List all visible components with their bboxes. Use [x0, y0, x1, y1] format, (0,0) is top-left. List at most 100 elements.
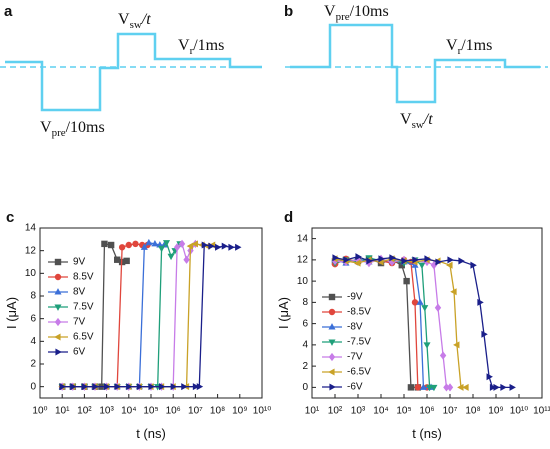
data-point: [401, 257, 408, 265]
data-point: [191, 240, 198, 248]
x-tick-label: 10¹: [305, 406, 320, 417]
legend-marker: [328, 323, 336, 330]
data-point: [181, 383, 188, 391]
data-point: [158, 245, 166, 253]
legend-label: -6V: [347, 382, 363, 393]
x-tick-label: 10¹⁰: [253, 406, 271, 417]
legend-label: 8V: [73, 287, 86, 298]
pulse-waveform: [5, 32, 262, 112]
x-tick-label: 10¹¹: [533, 406, 550, 417]
y-tick-label: 0: [30, 381, 36, 392]
legend-label: -7V: [347, 352, 363, 363]
legend-label: 7V: [73, 317, 86, 328]
data-point: [457, 383, 464, 391]
legend-marker: [329, 383, 336, 391]
data-point: [170, 383, 178, 391]
data-point: [446, 261, 453, 269]
x-tick-label: 10³: [99, 406, 114, 417]
data-point: [101, 240, 108, 248]
data-point: [145, 238, 153, 246]
x-tick-label: 10⁹: [232, 406, 247, 417]
data-point: [439, 351, 447, 360]
x-tick-label: 10²: [77, 406, 92, 417]
data-point: [481, 330, 488, 338]
data-point: [167, 253, 175, 261]
data-point: [407, 384, 415, 391]
data-point: [500, 383, 507, 391]
data-point: [403, 277, 410, 285]
series-line: [62, 244, 238, 388]
y-tick-label: 10: [297, 276, 309, 287]
data-point: [450, 288, 457, 296]
legend-marker: [328, 308, 336, 316]
data-point: [354, 259, 361, 267]
data-point: [332, 254, 339, 262]
data-point: [235, 243, 242, 251]
legend-label: -8.5V: [347, 307, 371, 318]
y-tick-label: 6: [302, 318, 308, 329]
panel-label: a: [4, 3, 13, 20]
data-point: [419, 383, 427, 390]
data-point: [430, 261, 438, 270]
data-point: [354, 255, 362, 265]
data-point: [192, 383, 200, 391]
plot-frame: [39, 227, 263, 399]
data-point: [140, 243, 148, 250]
y-tick-label: 8: [30, 291, 36, 302]
data-point: [123, 257, 130, 265]
legend-label: 6.5V: [73, 332, 94, 343]
legend-marker: [54, 304, 62, 311]
x-tick-label: 10²: [328, 406, 343, 417]
data-point: [59, 383, 67, 391]
y-tick-label: 14: [297, 233, 309, 244]
legend-label: -6.5V: [347, 367, 371, 378]
legend-marker: [328, 293, 336, 301]
data-point: [453, 341, 460, 349]
legend-label: 7.5V: [73, 302, 94, 313]
data-point: [412, 256, 419, 264]
data-point: [414, 384, 422, 391]
legend-marker: [54, 288, 62, 295]
data-point: [104, 383, 111, 391]
x-tick-label: 10¹: [55, 406, 70, 417]
data-point: [208, 242, 215, 250]
data-point: [113, 256, 121, 263]
legend-label: -8V: [347, 322, 363, 333]
y-axis-label: I (μA): [276, 297, 291, 329]
legend-label: 8.5V: [73, 272, 94, 283]
x-tick-label: 10⁴: [121, 406, 136, 417]
data-point: [378, 255, 385, 263]
legend-marker: [55, 348, 62, 356]
x-tick-label: 10⁰: [32, 406, 47, 417]
data-point: [355, 253, 362, 261]
data-point: [331, 256, 339, 266]
data-point: [132, 240, 139, 248]
y-tick-label: 10: [25, 268, 37, 279]
data-point: [423, 257, 431, 267]
x-tick-label: 10⁷: [188, 406, 203, 417]
panel-label: b: [284, 3, 293, 20]
data-point: [118, 244, 126, 251]
data-point: [162, 240, 171, 247]
pulse-label: Vr/1ms: [446, 37, 492, 57]
data-point: [418, 262, 426, 270]
data-point: [125, 241, 132, 249]
x-axis-label: t (ns): [136, 426, 166, 441]
series-line: [62, 243, 127, 388]
y-tick-label: 12: [297, 255, 309, 266]
data-point: [458, 257, 465, 265]
legend-marker: [54, 317, 62, 327]
data-point: [446, 383, 454, 392]
y-tick-label: 2: [30, 359, 36, 370]
data-point: [389, 254, 396, 262]
data-point: [462, 383, 469, 391]
data-point: [430, 384, 438, 392]
x-tick-label: 10⁸: [210, 406, 225, 417]
pulse-label: Vr/1ms: [178, 37, 224, 57]
data-point: [477, 298, 484, 306]
data-point: [447, 256, 454, 264]
pulse-label: Vsw/t: [400, 111, 433, 131]
panel-label: d: [284, 209, 293, 226]
data-point: [493, 383, 500, 391]
